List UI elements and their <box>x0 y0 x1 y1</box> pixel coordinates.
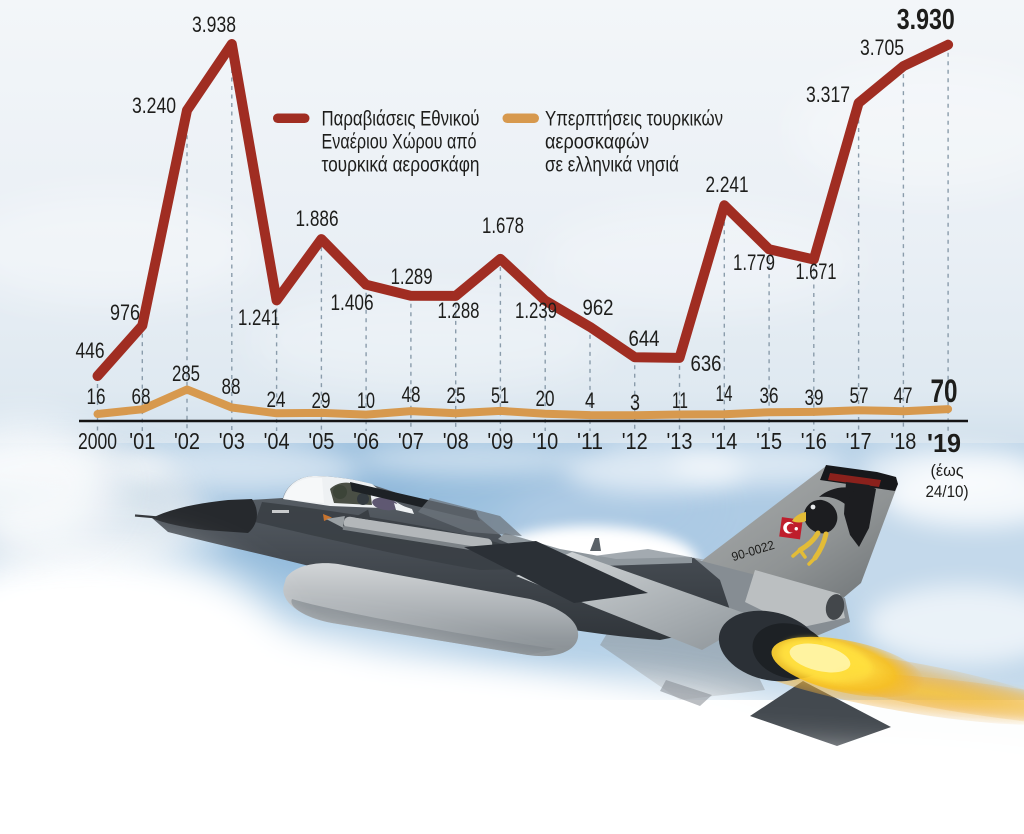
svg-text:Παραβιάσεις Εθνικού: Παραβιάσεις Εθνικού <box>322 107 480 131</box>
svg-text:1.779: 1.779 <box>733 250 775 275</box>
svg-text:47: 47 <box>894 383 913 408</box>
svg-text:'08: '08 <box>443 428 469 454</box>
svg-text:636: 636 <box>691 351 722 376</box>
svg-text:'13: '13 <box>667 428 693 454</box>
svg-text:'03: '03 <box>219 428 245 454</box>
svg-text:'17: '17 <box>846 428 872 454</box>
svg-text:36: 36 <box>760 383 779 408</box>
svg-text:'02: '02 <box>174 428 200 454</box>
svg-text:20: 20 <box>536 386 555 411</box>
svg-text:29: 29 <box>312 388 331 413</box>
svg-text:'10: '10 <box>532 428 558 454</box>
svg-text:57: 57 <box>850 383 869 408</box>
svg-text:39: 39 <box>805 385 824 410</box>
svg-text:σε ελληνικά νησιά: σε ελληνικά νησιά <box>545 153 679 177</box>
svg-text:24/10): 24/10) <box>926 482 969 501</box>
svg-text:1.289: 1.289 <box>391 264 433 289</box>
svg-text:αεροσκαφών: αεροσκαφών <box>545 130 649 154</box>
svg-text:11: 11 <box>672 388 688 413</box>
svg-text:1.671: 1.671 <box>796 259 837 284</box>
svg-text:1.678: 1.678 <box>482 213 524 238</box>
svg-text:3.938: 3.938 <box>192 12 236 37</box>
svg-text:'06: '06 <box>353 428 379 454</box>
svg-text:446: 446 <box>76 338 105 363</box>
svg-text:16: 16 <box>87 384 106 409</box>
svg-text:τουρκικά αεροσκάφη: τουρκικά αεροσκάφη <box>322 153 480 177</box>
svg-text:4: 4 <box>585 388 595 413</box>
svg-text:1.406: 1.406 <box>331 290 374 315</box>
svg-text:976: 976 <box>110 300 140 325</box>
svg-text:2.241: 2.241 <box>706 172 749 197</box>
svg-text:'12: '12 <box>622 428 648 454</box>
svg-text:'14: '14 <box>711 428 737 454</box>
svg-text:'05: '05 <box>308 428 334 454</box>
svg-text:68: 68 <box>132 384 151 409</box>
svg-text:88: 88 <box>222 374 241 399</box>
svg-text:(έως: (έως <box>931 461 964 480</box>
svg-text:Υπερπτήσεις τουρκικών: Υπερπτήσεις τουρκικών <box>545 107 723 131</box>
svg-text:962: 962 <box>583 295 614 320</box>
svg-text:3.240: 3.240 <box>132 93 176 118</box>
svg-text:'11: '11 <box>577 428 603 454</box>
svg-text:24: 24 <box>267 387 286 412</box>
svg-text:70: 70 <box>931 373 958 409</box>
svg-text:'18: '18 <box>890 428 916 454</box>
svg-text:'15: '15 <box>756 428 782 454</box>
svg-text:48: 48 <box>402 382 421 407</box>
svg-text:'01: '01 <box>129 428 155 454</box>
svg-text:3.930: 3.930 <box>897 4 955 36</box>
svg-text:'04: '04 <box>264 428 290 454</box>
svg-text:25: 25 <box>447 383 466 408</box>
svg-text:1.241: 1.241 <box>238 305 280 330</box>
svg-text:14: 14 <box>716 381 733 406</box>
svg-text:285: 285 <box>172 361 200 386</box>
svg-text:644: 644 <box>629 326 660 351</box>
svg-text:'16: '16 <box>801 428 827 454</box>
svg-text:1.886: 1.886 <box>296 206 339 231</box>
svg-text:'07: '07 <box>398 428 424 454</box>
svg-text:10: 10 <box>357 388 375 413</box>
svg-text:1.288: 1.288 <box>438 298 480 323</box>
svg-text:51: 51 <box>491 383 509 408</box>
svg-text:Εναέριου Χώρου από: Εναέριου Χώρου από <box>322 130 477 154</box>
svg-text:2000: 2000 <box>78 428 117 454</box>
svg-text:1.239: 1.239 <box>515 298 557 323</box>
svg-text:3.705: 3.705 <box>860 35 904 60</box>
svg-text:'09: '09 <box>487 428 513 454</box>
svg-text:3.317: 3.317 <box>806 82 850 107</box>
svg-text:3: 3 <box>630 390 640 415</box>
svg-text:'19: '19 <box>927 428 961 458</box>
